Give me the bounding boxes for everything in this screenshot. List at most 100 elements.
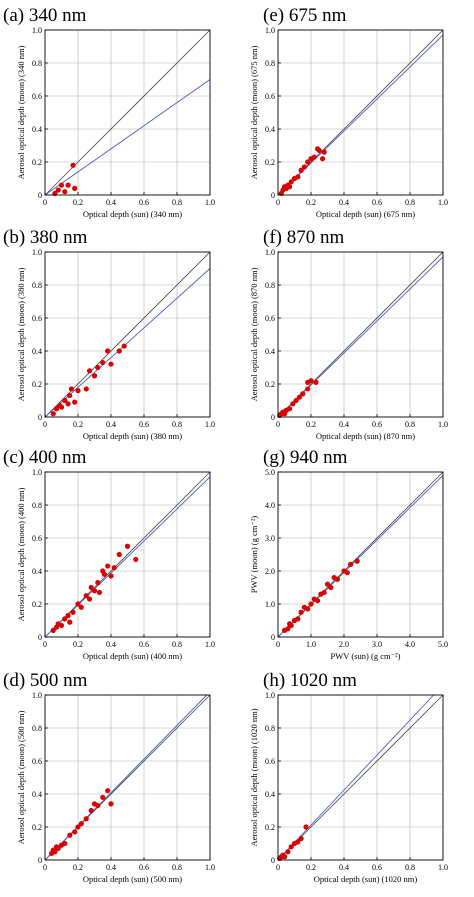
y-tick-label: 0.6 [32, 314, 42, 323]
data-point [293, 397, 299, 404]
x-tick-label: 0.6 [139, 640, 149, 649]
panel-title: (f) 870 nm [263, 227, 344, 248]
x-tick-label: 0 [276, 640, 280, 649]
x-tick-label: 0.8 [405, 863, 415, 872]
data-point [295, 839, 301, 845]
y-tick-label: 0 [271, 191, 275, 200]
data-point [124, 543, 131, 549]
data-point [53, 406, 60, 412]
x-axis-label: Optical depth (sun) (500 nm) [83, 874, 182, 884]
y-axis-label: PWV (moon) (g cm⁻²) [249, 516, 259, 594]
x-tick-label: 1.0 [205, 863, 215, 872]
data-point [298, 835, 304, 842]
data-point [305, 606, 311, 612]
x-tick-label: 1.0 [438, 420, 448, 429]
data-point [121, 343, 127, 349]
data-point [86, 596, 93, 602]
y-tick-label: 0.4 [32, 567, 42, 576]
x-tick-label: 0.2 [306, 420, 316, 429]
plot-frame [44, 251, 211, 418]
y-tick-label: 0.6 [32, 757, 42, 766]
plot-frame [277, 29, 444, 196]
data-point [308, 378, 314, 384]
data-point [301, 164, 307, 170]
one-to-one-line [44, 29, 211, 196]
chart-panel-g: 0 1.0 2.0 3.0 4.0 5.0 0 1.0 2.0 3.0 4.0 5.0 PWV (sun… [249, 447, 448, 661]
plot-frame [277, 694, 444, 861]
data-point [55, 845, 61, 852]
data-point [305, 386, 311, 392]
data-point [68, 386, 74, 392]
y-tick-label: 0.4 [32, 125, 42, 134]
y-tick-label: 0.8 [265, 281, 275, 290]
data-point [316, 147, 322, 154]
y-tick-label: 1.0 [265, 248, 275, 257]
y-tick-label: 0.4 [265, 790, 275, 799]
data-point [86, 368, 93, 374]
y-axis-label: Aerosol optical depth (moon) (675 nm) [249, 45, 259, 179]
panel-title: (d) 500 nm [3, 670, 88, 691]
data-point [286, 184, 293, 190]
data-point [354, 558, 360, 564]
data-point [62, 397, 68, 404]
chart-panel-f: 0 0.2 0.4 0.6 0.8 1.0 0 0.2 0.4 0.6 0.8 1.0 Optical … [249, 227, 448, 441]
data-point [100, 794, 106, 800]
data-point [78, 604, 84, 610]
x-tick-label: 0.8 [172, 420, 182, 429]
data-point [83, 593, 89, 599]
plot-frame [277, 471, 444, 638]
x-tick-label: 0 [43, 198, 47, 207]
x-tick-label: 0 [276, 863, 280, 872]
y-tick-label: 0.8 [32, 724, 42, 733]
y-tick-label: 0.4 [32, 347, 42, 356]
y-axis-label: Aerosol optical depth (moon) (340 nm) [16, 45, 26, 179]
y-tick-label: 1.0 [32, 691, 42, 700]
data-point [95, 364, 101, 371]
x-tick-label: 0.2 [73, 198, 83, 207]
chart-panel-b: 0 0.2 0.4 0.6 0.8 1.0 0 0.2 0.4 0.6 0.8 1.0 Optical … [3, 227, 215, 441]
y-tick-label: 0.8 [265, 59, 275, 68]
x-tick-label: 5.0 [438, 640, 448, 649]
data-point [88, 807, 94, 814]
x-tick-label: 0.6 [139, 198, 149, 207]
data-point [111, 565, 117, 571]
x-tick-label: 0.8 [172, 863, 182, 872]
x-tick-label: 0.4 [339, 198, 349, 207]
x-tick-label: 0 [43, 640, 47, 649]
x-axis-label: Optical depth (sun) (400 nm) [83, 651, 182, 661]
data-point [334, 576, 340, 582]
x-tick-label: 4.0 [405, 640, 415, 649]
data-point [75, 824, 81, 830]
y-tick-label: 4.0 [265, 501, 275, 510]
data-point [133, 556, 139, 563]
x-tick-label: 0.2 [73, 420, 83, 429]
y-tick-label: 1.0 [265, 691, 275, 700]
y-tick-label: 1.0 [265, 600, 275, 609]
data-point [70, 162, 76, 168]
y-tick-label: 0.4 [265, 347, 275, 356]
y-tick-label: 0.6 [265, 92, 275, 101]
x-tick-label: 0.6 [372, 420, 382, 429]
data-point [295, 616, 301, 622]
x-axis-label: Optical depth (sun) (340 nm) [83, 209, 182, 219]
panel-title: (e) 675 nm [263, 5, 347, 26]
data-point [52, 849, 58, 855]
regression-fit-line [277, 694, 434, 861]
x-tick-label: 0.2 [73, 863, 83, 872]
chart-panel-d: 0 0.2 0.4 0.6 0.8 1.0 0 0.2 0.4 0.6 0.8 1.0 Optical … [3, 670, 215, 884]
plot-frame [277, 251, 444, 418]
data-point [72, 829, 78, 835]
y-axis-label: Aerosol optical depth (moon) (870 nm) [249, 267, 259, 401]
regression-fit-line [44, 79, 211, 196]
x-tick-label: 1.0 [205, 420, 215, 429]
data-point [290, 401, 296, 407]
data-point [313, 379, 319, 385]
y-tick-label: 5.0 [265, 468, 275, 477]
data-point [95, 802, 101, 809]
data-point [83, 816, 89, 822]
x-tick-label: 0.8 [172, 198, 182, 207]
y-tick-label: 0.2 [32, 158, 42, 167]
data-point [295, 174, 301, 180]
y-axis-label: Aerosol optical depth (moon) (400 nm) [16, 487, 26, 621]
y-tick-label: 0.4 [32, 790, 42, 799]
